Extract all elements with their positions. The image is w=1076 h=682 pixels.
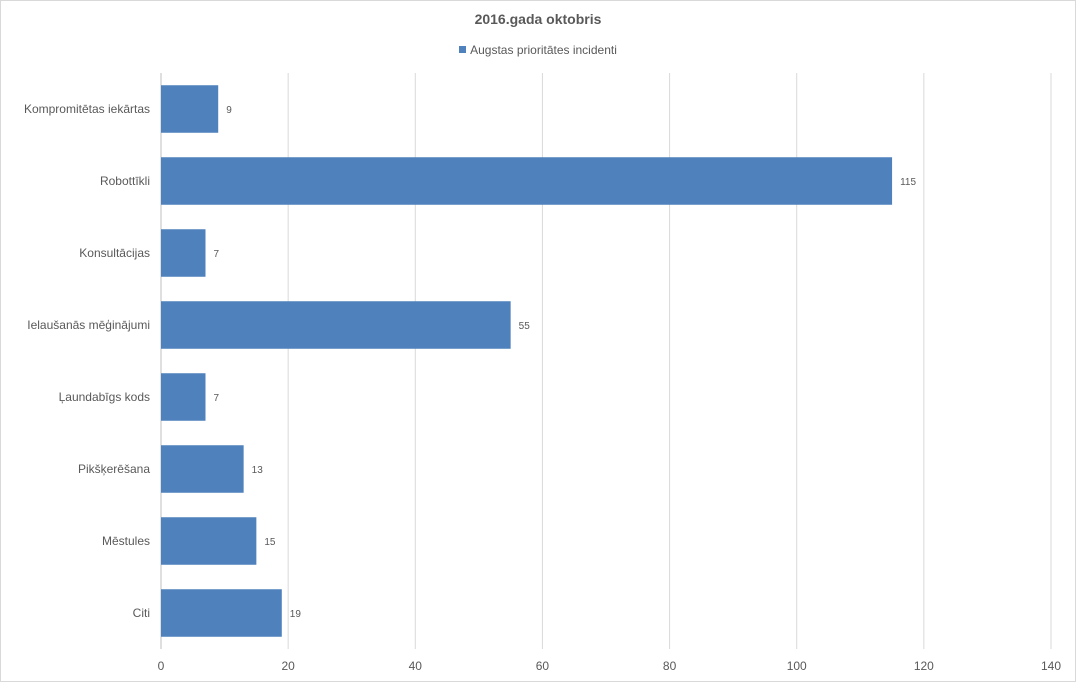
x-tick-label: 120 (914, 659, 934, 673)
legend-label: Augstas prioritātes incidenti (470, 43, 617, 57)
x-tick-label: 40 (409, 659, 423, 673)
category-label: Mēstules (102, 534, 150, 548)
bar (161, 373, 206, 421)
data-label: 13 (252, 465, 264, 476)
data-label: 55 (519, 321, 531, 332)
x-tick-label: 60 (536, 659, 550, 673)
bar (161, 445, 244, 493)
data-label: 15 (264, 537, 276, 548)
data-label: 7 (214, 393, 220, 404)
data-label: 115 (900, 177, 916, 188)
x-tick-label: 20 (281, 659, 295, 673)
legend-swatch (459, 46, 467, 54)
category-label: Ielaušanās mēģinājumi (27, 318, 150, 332)
data-label: 19 (290, 609, 302, 620)
category-label: Pikšķerēšana (78, 462, 150, 476)
bar (161, 157, 893, 205)
bar (161, 301, 511, 349)
chart-title: 2016.gada oktobris (474, 11, 602, 27)
bar (161, 589, 282, 637)
x-tick-label: 100 (787, 659, 807, 673)
category-label: Ļaundabīgs kods (59, 390, 150, 404)
category-label: Konsultācijas (79, 246, 150, 260)
bar (161, 229, 206, 277)
category-label: Citi (133, 606, 150, 620)
category-label: Kompromitētas iekārtas (24, 102, 150, 116)
data-label: 9 (226, 105, 232, 116)
x-tick-label: 80 (663, 659, 677, 673)
x-tick-label: 140 (1041, 659, 1061, 673)
legend: Augstas prioritātes incidenti (1, 43, 1075, 57)
x-tick-label: 0 (158, 659, 165, 673)
bar (161, 517, 257, 565)
bar (161, 85, 219, 133)
data-label: 7 (214, 249, 220, 260)
category-label: Robottīkli (100, 174, 150, 188)
